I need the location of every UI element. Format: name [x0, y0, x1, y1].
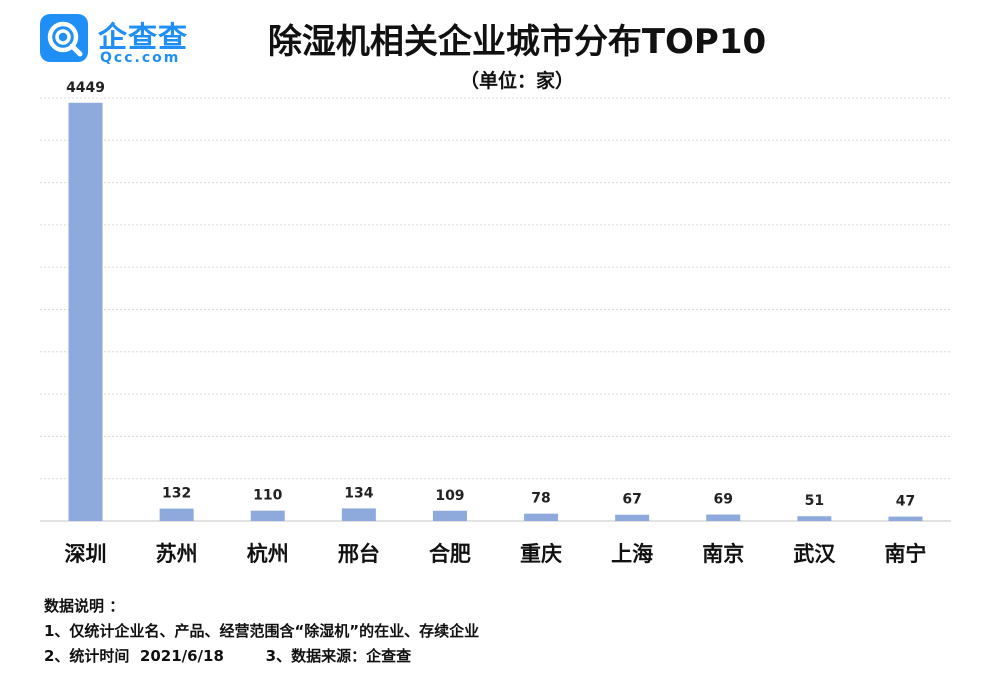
logo-domain: Qcc.com [100, 50, 181, 66]
gridlines [40, 97, 951, 522]
bar-9 [888, 516, 923, 521]
chart-title: 除湿机相关企业城市分布TOP10 [267, 22, 767, 62]
value-label-0: 4449 [66, 80, 105, 96]
x-label-4: 合肥 [429, 542, 471, 566]
bar-7 [706, 514, 741, 521]
value-label-9: 47 [896, 494, 915, 510]
data-notes: 数据说明 ： 1、仅统计企业名、产品、经营范围含“除湿机”的在业、存续企业 2、… [44, 594, 479, 669]
notes-line-2: 2、统计时间 2021/6/18 3、数据来源：企查查 [44, 647, 412, 665]
bars [68, 102, 923, 521]
x-label-1: 苏州 [156, 542, 198, 566]
bar-5 [524, 513, 559, 521]
value-label-6: 67 [622, 492, 641, 508]
x-label-3: 邢台 [338, 542, 380, 566]
qcc-logo-icon [40, 14, 88, 62]
bar-8 [797, 516, 832, 521]
x-label-8: 武汉 [793, 542, 836, 566]
bar-1 [159, 508, 194, 521]
value-label-2: 110 [253, 488, 282, 504]
qcc-logo: 企查查 Qcc.com [40, 14, 200, 70]
value-label-5: 78 [531, 491, 550, 507]
bar-3 [341, 508, 376, 521]
x-label-6: 上海 [611, 542, 653, 566]
x-axis-labels: 深圳 苏州 杭州 邢台 合肥 重庆 上海 南京 武汉 南宁 [65, 542, 927, 566]
value-label-7: 69 [714, 492, 733, 508]
x-label-7: 南京 [702, 542, 744, 566]
bar-0 [68, 102, 103, 521]
value-label-8: 51 [805, 493, 824, 509]
x-label-2: 杭州 [247, 542, 289, 566]
chart-subtitle: （单位：家） [459, 70, 574, 92]
notes-line-1: 1、仅统计企业名、产品、经营范围含“除湿机”的在业、存续企业 [44, 622, 480, 640]
value-label-4: 109 [435, 488, 464, 504]
x-label-5: 重庆 [520, 542, 562, 566]
value-label-3: 134 [344, 485, 373, 501]
x-label-0: 深圳 [65, 542, 107, 566]
x-label-9: 南宁 [884, 542, 926, 566]
value-label-1: 132 [162, 486, 191, 502]
bar-6 [615, 514, 650, 521]
bar-4 [432, 510, 467, 521]
value-labels: 4449 132 110 134 109 78 67 69 51 47 [66, 80, 915, 510]
bar-2 [250, 510, 285, 521]
notes-heading: 数据说明 ： [44, 597, 125, 615]
logo-name: 企查查 [98, 20, 189, 54]
